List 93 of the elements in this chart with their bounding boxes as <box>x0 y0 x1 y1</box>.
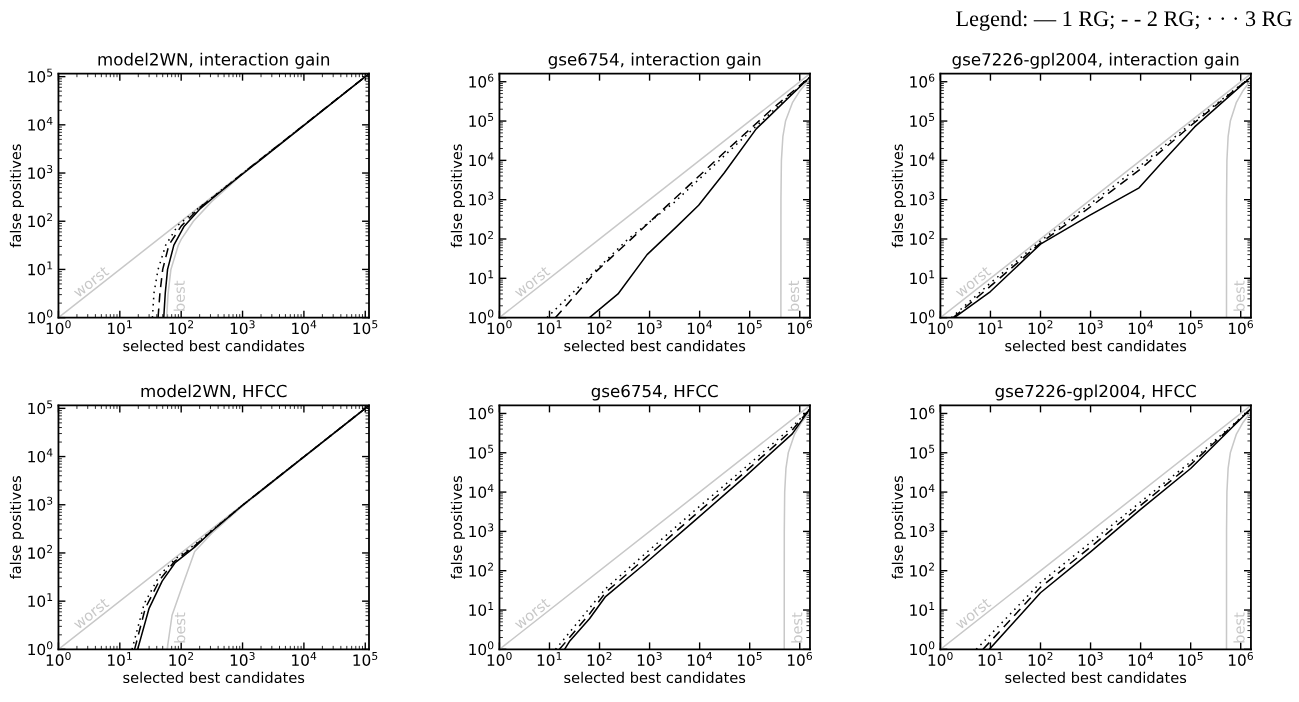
x-tick-label: 10$^{3}$ <box>637 320 662 335</box>
y-tick-label: 10$^{1}$ <box>28 261 53 276</box>
chart-title: model2WN, HFCC <box>141 384 287 400</box>
y-tick-label: 10$^{5}$ <box>28 400 53 415</box>
y-tick-label: 10$^{4}$ <box>28 448 53 463</box>
y-tick-label: 10$^{4}$ <box>910 484 935 499</box>
x-tick-label: 10$^{2}$ <box>587 651 612 666</box>
y-tick-label: 10$^{6}$ <box>469 405 494 420</box>
x-tick-label: 10$^{6}$ <box>1228 651 1253 666</box>
x-tick-label: 10$^{5}$ <box>1178 652 1203 666</box>
x-tick-label: 10$^{3}$ <box>230 320 255 335</box>
y-axis-title: false positives <box>9 144 24 248</box>
y-axis-title: false positives <box>450 144 465 248</box>
y-axis-title: false positives <box>9 476 24 580</box>
y-axis-title: false positives <box>891 476 906 580</box>
x-tick-label: 10$^{2}$ <box>1028 651 1053 666</box>
y-tick-label: 10$^{1}$ <box>469 602 494 616</box>
y-tick-label: 10$^{3}$ <box>469 191 494 206</box>
chart-title: gse7226-gpl2004, HFCC <box>995 384 1196 401</box>
x-tick-label: 10$^{1}$ <box>108 652 132 666</box>
x-axis-title: selected best candidates <box>564 671 746 684</box>
y-tick-label: 10$^{1}$ <box>910 602 935 616</box>
x-tick-label: 10$^{1}$ <box>108 320 132 335</box>
y-tick-label: 10$^{1}$ <box>469 270 494 285</box>
y-tick-label: 10$^{4}$ <box>28 116 53 131</box>
chart-title: gse6754, interaction gain <box>548 52 761 69</box>
y-tick-label: 10$^{6}$ <box>910 405 935 420</box>
x-tick-label: 10$^{4}$ <box>1128 320 1153 335</box>
y-tick-label: 10$^{2}$ <box>469 562 493 577</box>
y-tick-label: 10$^{6}$ <box>469 73 494 88</box>
x-tick-label: 10$^{3}$ <box>637 651 662 666</box>
x-axis-title: selected best candidates <box>123 671 305 684</box>
chart-title: model2WN, interaction gain <box>98 52 330 69</box>
x-tick-label: 10$^{6}$ <box>787 651 813 666</box>
y-tick-label: 10$^{1}$ <box>28 593 53 608</box>
x-tick-label: 10$^{2}$ <box>587 320 612 335</box>
x-tick-label: 10$^{5}$ <box>353 320 378 335</box>
x-tick-label: 10$^{0}$ <box>928 320 953 335</box>
x-tick-label: 10$^{1}$ <box>978 652 1003 666</box>
text: Legend: — 1 RG; - - 2 RG; · · · 3 RG <box>956 10 1292 31</box>
x-tick-label: 10$^{0}$ <box>487 651 512 666</box>
x-tick-label: 10$^{1}$ <box>537 320 562 335</box>
y-axis-title: false positives <box>450 476 465 580</box>
x-axis-title: selected best candidates <box>1005 340 1187 352</box>
x-tick-label: 10$^{3}$ <box>1078 651 1103 666</box>
x-tick-label: 10$^{1}$ <box>537 652 562 666</box>
y-tick-label: 10$^{5}$ <box>469 444 494 459</box>
x-tick-label: 10$^{5}$ <box>1178 320 1203 335</box>
y-tick-label: 10$^{5}$ <box>469 113 494 127</box>
x-tick-label: 10$^{0}$ <box>487 320 512 335</box>
x-tick-label: 10$^{5}$ <box>737 320 762 335</box>
y-tick-label: 10$^{2}$ <box>910 562 934 577</box>
y-tick-label: 10$^{2}$ <box>910 230 934 245</box>
chart-title: gse6754, HFCC <box>591 384 718 401</box>
x-tick-label: 10$^{3}$ <box>230 651 255 666</box>
y-tick-label: 10$^{6}$ <box>910 73 935 88</box>
x-tick-label: 10$^{6}$ <box>787 320 813 335</box>
x-tick-label: 10$^{4}$ <box>687 320 712 335</box>
x-tick-label: 10$^{0}$ <box>46 320 71 335</box>
chart-title: gse7226-gpl2004, interaction gain <box>952 52 1239 69</box>
y-tick-label: 10$^{2}$ <box>469 230 493 245</box>
y-tick-label: 10$^{4}$ <box>469 152 494 167</box>
y-tick-label: 10$^{2}$ <box>28 544 53 559</box>
x-tick-label: 10$^{1}$ <box>978 320 1003 335</box>
x-tick-label: 10$^{6}$ <box>1228 320 1253 335</box>
y-tick-label: 10$^{2}$ <box>28 213 53 228</box>
x-axis-title: selected best candidates <box>564 340 746 352</box>
x-tick-label: 10$^{2}$ <box>169 320 194 335</box>
x-tick-label: 10$^{2}$ <box>1028 320 1053 335</box>
y-axis-title: false positives <box>891 144 906 248</box>
x-tick-label: 10$^{5}$ <box>353 652 378 666</box>
x-tick-label: 10$^{0}$ <box>46 651 71 666</box>
y-tick-label: 10$^{3}$ <box>910 191 935 206</box>
y-tick-label: 10$^{3}$ <box>28 164 53 179</box>
x-tick-label: 10$^{4}$ <box>687 652 712 666</box>
x-tick-label: 10$^{4}$ <box>292 652 317 666</box>
x-tick-label: 10$^{0}$ <box>928 651 953 666</box>
x-axis-title: selected best candidates <box>1005 671 1187 684</box>
x-tick-label: 10$^{2}$ <box>169 651 194 666</box>
x-tick-label: 10$^{4}$ <box>1128 652 1153 666</box>
y-tick-label: 10$^{5}$ <box>910 113 935 127</box>
y-tick-label: 10$^{1}$ <box>910 270 935 285</box>
y-tick-label: 10$^{4}$ <box>910 152 935 167</box>
x-tick-label: 10$^{5}$ <box>737 652 762 666</box>
y-tick-label: 10$^{5}$ <box>28 68 53 83</box>
y-tick-label: 10$^{3}$ <box>469 523 494 538</box>
x-tick-label: 10$^{4}$ <box>292 320 317 335</box>
x-tick-label: 10$^{3}$ <box>1078 320 1103 335</box>
x-axis-title: selected best candidates <box>123 340 305 352</box>
y-tick-label: 10$^{3}$ <box>28 496 53 511</box>
y-tick-label: 10$^{3}$ <box>910 523 935 538</box>
y-tick-label: 10$^{5}$ <box>910 444 935 459</box>
y-tick-label: 10$^{4}$ <box>469 484 494 499</box>
